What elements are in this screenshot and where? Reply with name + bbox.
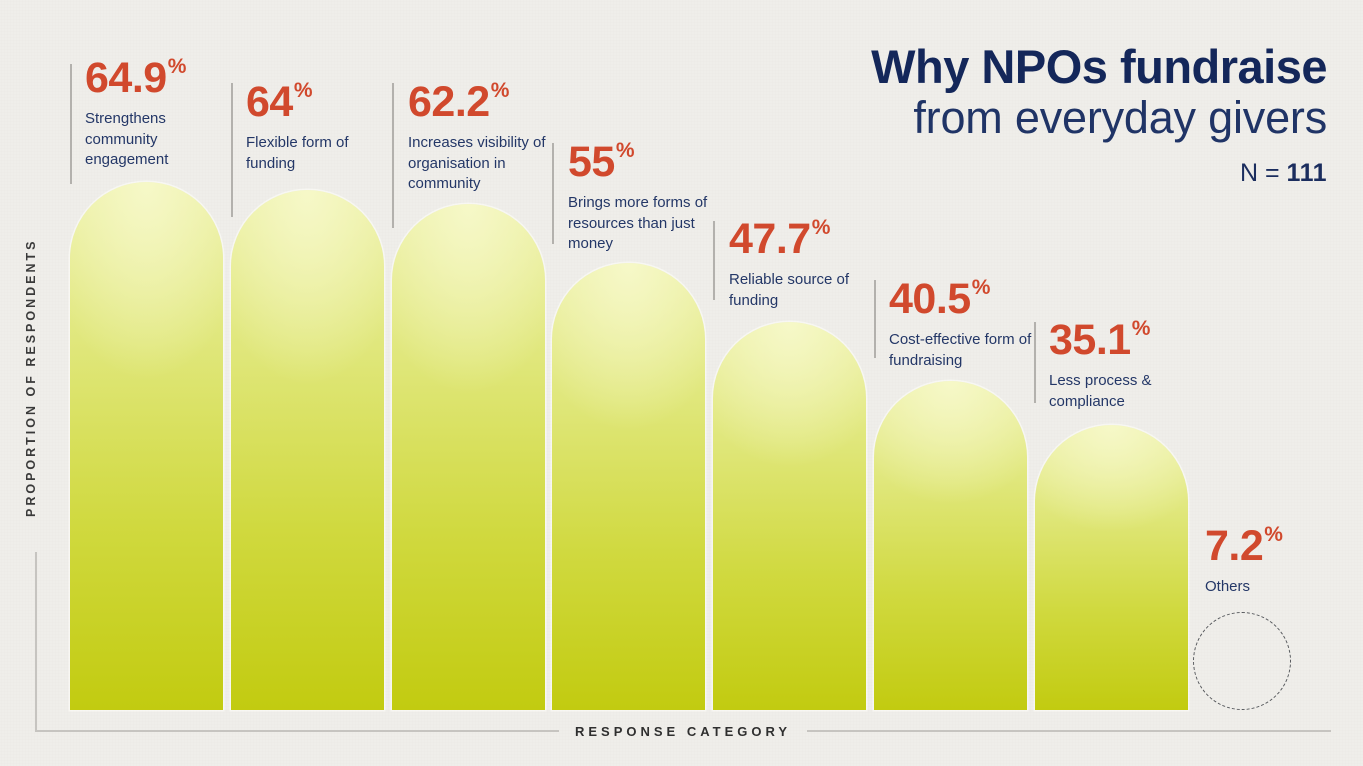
- bar-4: [552, 263, 705, 710]
- percent-sign: %: [490, 79, 510, 102]
- bar-2: [231, 190, 384, 710]
- value-label: 55%: [568, 140, 720, 184]
- percent-sign: %: [1131, 317, 1151, 340]
- percent-sign: %: [811, 216, 831, 239]
- x-axis-label: RESPONSE CATEGORY: [574, 723, 792, 739]
- percent-sign: %: [167, 55, 187, 78]
- leader-line-7: [1034, 322, 1036, 403]
- bar-7: [1035, 425, 1188, 710]
- bar-3: [392, 204, 545, 710]
- leader-line-1: [70, 64, 72, 184]
- value-label: 7.2%: [1205, 524, 1315, 568]
- bar-label-6: 40.5% Cost-effective form of fundraising: [889, 277, 1037, 371]
- leader-line-4: [552, 143, 554, 244]
- category-label: Cost-effective form of fundraising: [889, 331, 1032, 369]
- value-label: 47.7%: [729, 217, 867, 261]
- category-label: Brings more forms of resources than just…: [568, 194, 708, 253]
- value-number: 7.2: [1205, 522, 1264, 570]
- value-label: 35.1%: [1049, 318, 1177, 362]
- bar-5: [713, 322, 866, 710]
- bar-label-3: 62.2% Increases visibility of organisati…: [408, 80, 546, 195]
- y-axis-line: [35, 552, 37, 731]
- category-label: Increases visibility of organisation in …: [408, 134, 546, 193]
- leader-line-5: [713, 221, 715, 300]
- value-number: 62.2: [408, 78, 490, 126]
- value-number: 40.5: [889, 275, 971, 323]
- percent-sign: %: [971, 276, 991, 299]
- leader-line-6: [874, 280, 876, 358]
- sample-size-value: 111: [1286, 159, 1327, 188]
- bar-label-5: 47.7% Reliable source of funding: [729, 217, 867, 311]
- value-number: 55: [568, 138, 615, 186]
- bar-label-2: 64% Flexible form of funding: [246, 80, 376, 174]
- x-axis-line-left: [35, 730, 559, 732]
- page-title-line1: Why NPOs fundraise: [871, 40, 1327, 93]
- bar-label-7: 35.1% Less process & compliance: [1049, 318, 1177, 412]
- sample-size: N = 111: [871, 159, 1327, 188]
- category-label: Others: [1205, 578, 1251, 595]
- sample-size-prefix: N =: [1240, 159, 1287, 188]
- page-title-line2: from everyday givers: [913, 91, 1327, 143]
- percent-sign: %: [615, 139, 635, 162]
- title-block: Why NPOs fundraise from everyday givers …: [871, 40, 1327, 188]
- bar-1: [70, 182, 223, 710]
- value-number: 64: [246, 78, 293, 126]
- value-number: 64.9: [85, 54, 167, 102]
- percent-sign: %: [293, 79, 313, 102]
- value-number: 47.7: [729, 215, 811, 263]
- category-label: Flexible form of funding: [246, 134, 349, 172]
- bar-label-4: 55% Brings more forms of resources than …: [568, 140, 720, 255]
- bar-label-8: 7.2% Others: [1205, 524, 1315, 598]
- category-label: Strengthens community engagement: [85, 110, 169, 169]
- value-number: 35.1: [1049, 316, 1131, 364]
- value-label: 62.2%: [408, 80, 546, 124]
- bar-label-1: 64.9% Strengthens community engagement: [85, 56, 205, 171]
- category-label: Less process & compliance: [1049, 372, 1152, 410]
- value-label: 64%: [246, 80, 376, 124]
- bar-6: [874, 381, 1027, 710]
- value-label: 64.9%: [85, 56, 205, 100]
- leader-line-2: [231, 83, 233, 217]
- percent-sign: %: [1264, 523, 1283, 546]
- x-axis: RESPONSE CATEGORY: [35, 722, 1332, 740]
- value-label: 40.5%: [889, 277, 1037, 321]
- y-axis-label: PROPORTION OF RESPONDENTS: [24, 238, 38, 518]
- category-label: Reliable source of funding: [729, 271, 850, 309]
- others-dashed-circle: [1193, 612, 1291, 710]
- x-axis-line-right: [807, 730, 1332, 732]
- leader-line-3: [392, 83, 394, 228]
